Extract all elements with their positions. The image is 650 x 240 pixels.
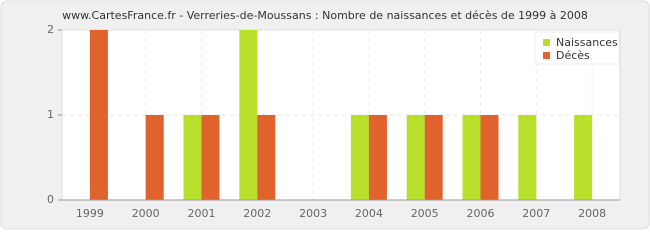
bar	[201, 115, 220, 200]
bar	[480, 115, 499, 200]
bar	[350, 115, 369, 200]
bar	[518, 115, 537, 200]
bar	[368, 115, 387, 200]
legend-label: Naissances	[556, 36, 618, 49]
y-tick-label: 1	[47, 108, 54, 121]
y-tick-label: 2	[47, 23, 54, 36]
chart-title: www.CartesFrance.fr - Verreries-de-Mouss…	[62, 9, 588, 22]
bar	[462, 115, 481, 200]
bar	[424, 115, 443, 200]
bar	[89, 30, 108, 200]
x-tick-label: 2004	[355, 207, 383, 220]
legend-swatch	[543, 39, 550, 46]
x-tick-label: 2005	[411, 207, 439, 220]
x-tick-label: 2003	[299, 207, 327, 220]
legend-swatch	[543, 52, 550, 59]
x-tick-label: 2008	[578, 207, 606, 220]
bar	[239, 30, 258, 200]
x-tick-label: 1999	[76, 207, 104, 220]
bar	[183, 115, 202, 200]
bar	[145, 115, 164, 200]
bar	[257, 115, 276, 200]
y-tick-label: 0	[47, 193, 54, 206]
legend-label: Décès	[556, 49, 590, 62]
x-tick-label: 2000	[132, 207, 160, 220]
bar	[574, 115, 593, 200]
bar	[406, 115, 425, 200]
x-tick-label: 2001	[188, 207, 216, 220]
x-tick-label: 2002	[243, 207, 271, 220]
chart: www.CartesFrance.fr - Verreries-de-Mouss…	[0, 0, 650, 230]
x-tick-label: 2006	[467, 207, 495, 220]
x-tick-label: 2007	[522, 207, 550, 220]
